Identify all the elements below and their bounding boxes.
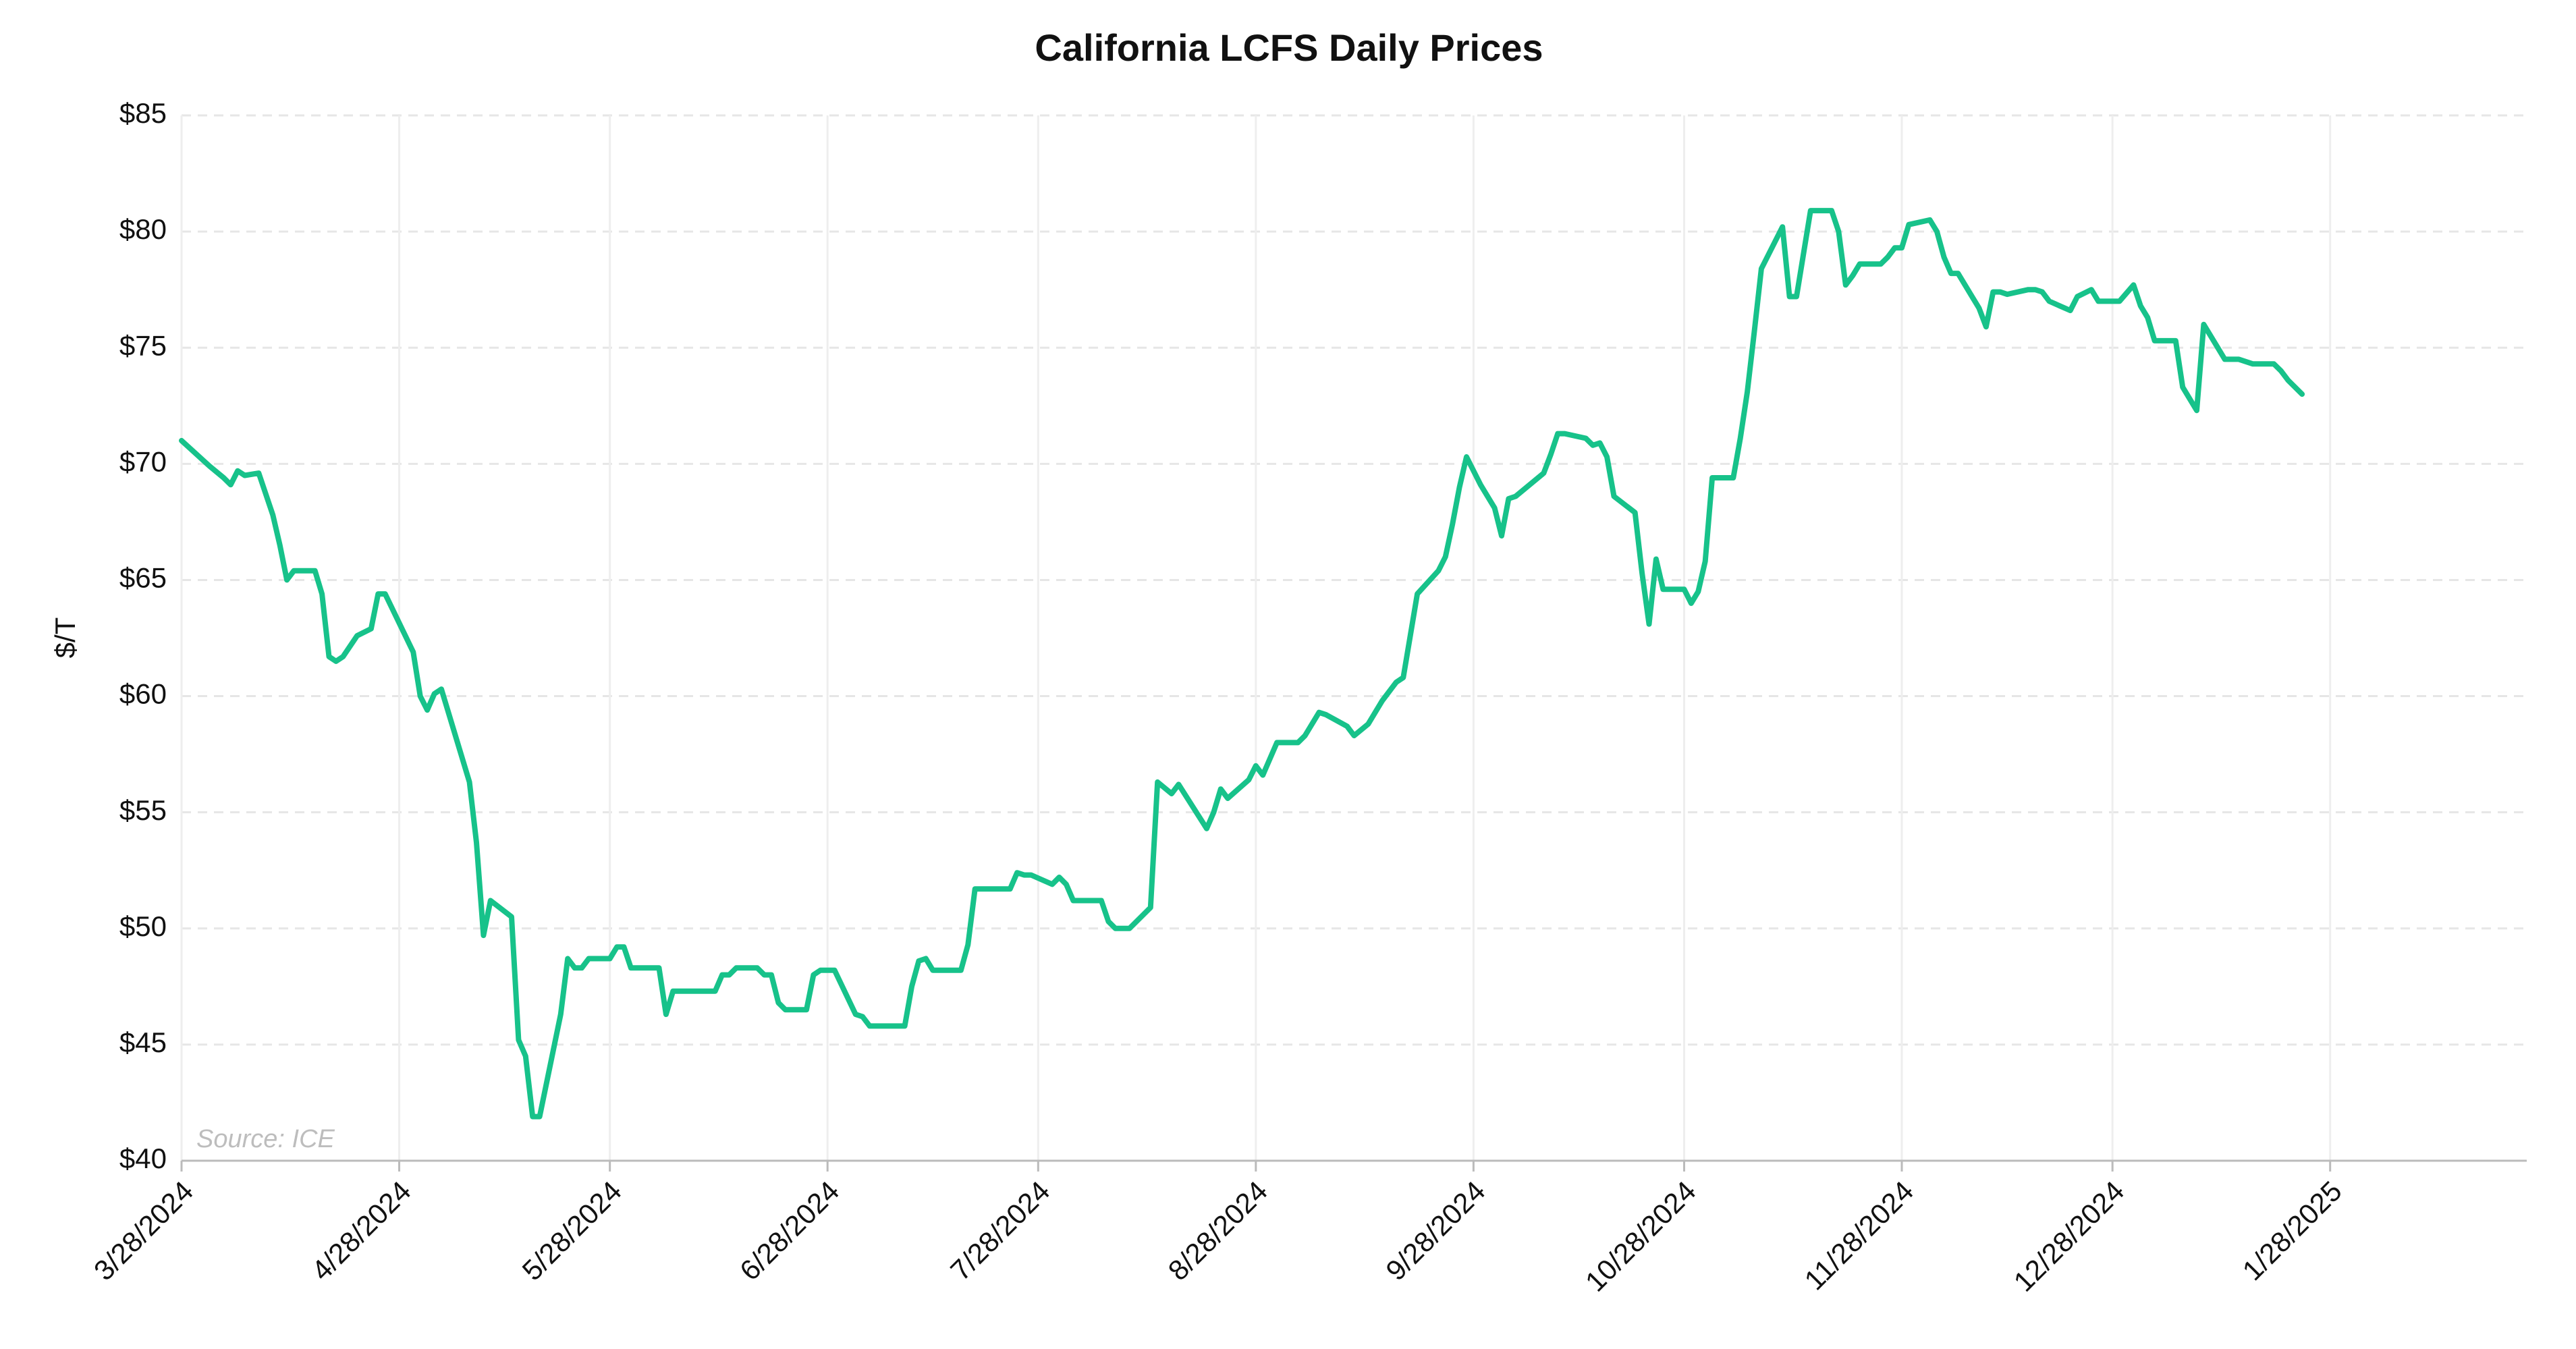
y-tick-label: $50 [119, 910, 167, 942]
y-tick-label: $60 [119, 678, 167, 710]
x-tick-label: 11/28/2024 [1799, 1175, 1920, 1296]
x-tick-label: 8/28/2024 [1162, 1175, 1273, 1286]
annotation: Source: ICE [196, 1125, 335, 1153]
chart-title: California LCFS Daily Prices [1035, 26, 1543, 69]
y-tick-label: $55 [119, 794, 167, 826]
x-tick-label: 6/28/2024 [734, 1175, 845, 1286]
y-tick-label: $75 [119, 329, 167, 361]
y-tick-label: $45 [119, 1026, 167, 1058]
x-tick-label: 7/28/2024 [944, 1175, 1056, 1286]
y-axis-label: $/T [49, 617, 81, 659]
x-tick-label: 9/28/2024 [1379, 1175, 1491, 1286]
x-tick-label: 5/28/2024 [516, 1175, 628, 1286]
y-tick-label: $85 [119, 97, 167, 129]
x-tick-label: 3/28/2024 [88, 1175, 199, 1286]
x-tick-label: 12/28/2024 [2007, 1175, 2130, 1298]
x-tick-label: 10/28/2024 [1579, 1175, 1702, 1298]
y-tick-label: $80 [119, 213, 167, 245]
x-tick-label: 1/28/2025 [2237, 1175, 2348, 1286]
price-line [179, 208, 2305, 1120]
y-tick-label: $40 [119, 1142, 167, 1174]
y-tick-label: $65 [119, 562, 167, 594]
y-tick-label: $70 [119, 445, 167, 477]
x-tick-label: 4/28/2024 [305, 1175, 416, 1286]
